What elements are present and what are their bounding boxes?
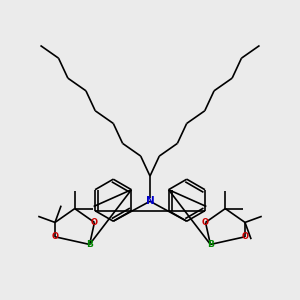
Text: N: N (146, 196, 154, 206)
Text: B: B (86, 240, 93, 249)
Text: O: O (202, 218, 209, 227)
Text: O: O (52, 232, 58, 241)
Text: O: O (91, 218, 98, 227)
Text: B: B (207, 240, 214, 249)
Text: O: O (242, 232, 248, 241)
